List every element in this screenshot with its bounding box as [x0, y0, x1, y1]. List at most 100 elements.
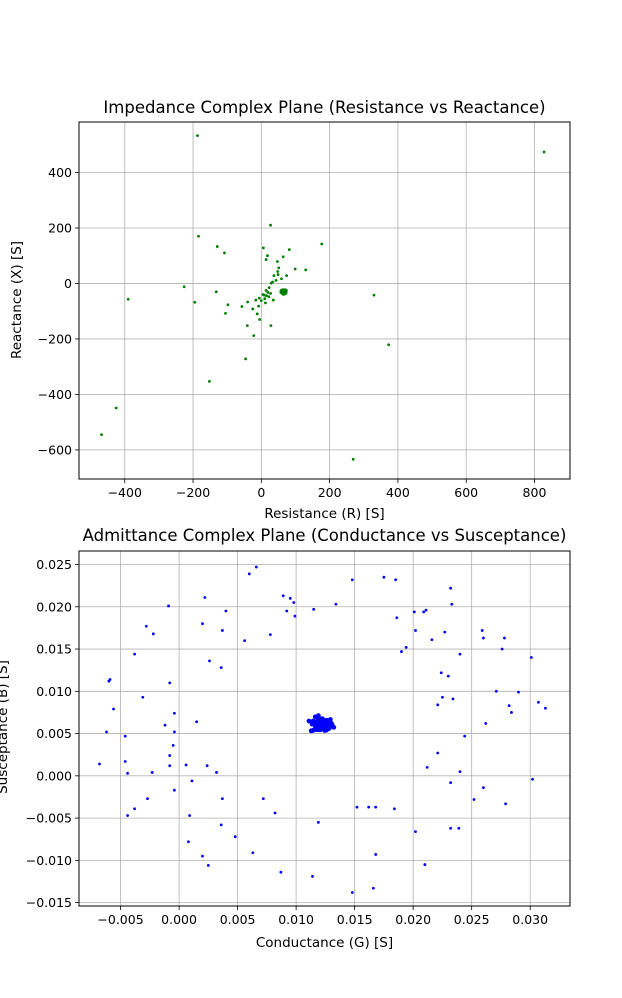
data-point [215, 771, 218, 774]
y-tick-label: 0.025 [36, 557, 72, 572]
data-point [312, 607, 316, 611]
data-point [258, 318, 262, 321]
data-point [172, 730, 176, 734]
data-point [463, 734, 467, 738]
data-point [293, 614, 297, 618]
data-point [274, 278, 278, 282]
data-point [224, 609, 228, 613]
cluster-point [321, 723, 327, 729]
data-point [233, 835, 237, 839]
data-point [458, 652, 462, 656]
y-tick-label: 400 [48, 165, 72, 180]
data-point [374, 853, 378, 856]
data-point [151, 632, 155, 636]
data-point [404, 645, 408, 649]
data-point [280, 277, 283, 281]
data-point [544, 706, 547, 710]
data-point [542, 150, 546, 154]
data-point [247, 572, 251, 576]
data-point [98, 762, 101, 766]
data-point [287, 248, 291, 251]
data-point [193, 300, 197, 304]
data-point [371, 886, 375, 890]
x-tick-label: 400 [386, 485, 410, 500]
x-tick-label: 200 [318, 485, 342, 500]
data-point [449, 826, 453, 830]
data-point [208, 659, 211, 663]
data-point [285, 609, 289, 613]
data-point [400, 650, 403, 653]
y-tick-label: 0.020 [36, 599, 72, 614]
data-point [494, 689, 498, 693]
cluster-point [306, 718, 312, 724]
data-point [387, 343, 391, 347]
y-axis-label: Reactance (X) [S] [9, 241, 25, 359]
data-point [395, 616, 399, 620]
data-point [108, 678, 112, 681]
x-axis-label-text: Resistance (R) [S] [264, 506, 384, 522]
data-point [112, 707, 115, 711]
y-axis-label: Susceptance (B) [S] [0, 660, 11, 794]
x-tick-label: 0.005 [220, 912, 256, 927]
data-point [261, 246, 265, 250]
data-point [265, 294, 268, 298]
data-point [214, 290, 218, 294]
cluster-point [311, 721, 317, 727]
data-point [168, 681, 172, 685]
y-tick-label: −0.005 [26, 811, 72, 826]
data-point [254, 565, 258, 569]
data-point [163, 723, 167, 727]
cluster-point [310, 728, 316, 733]
data-point [251, 851, 255, 855]
cluster-point [314, 724, 320, 729]
data-point [304, 268, 308, 272]
y-tick-label: −200 [38, 331, 72, 346]
data-point [500, 647, 504, 651]
data-point [382, 575, 386, 579]
data-point [182, 285, 186, 289]
data-point [208, 379, 211, 383]
data-point [263, 297, 267, 301]
x-tick-label: 800 [523, 485, 547, 500]
data-point [187, 840, 190, 844]
data-point [267, 286, 271, 290]
data-point [451, 697, 455, 701]
data-point [201, 622, 204, 626]
data-point [320, 242, 324, 246]
data-point [219, 823, 223, 827]
data-point [252, 334, 256, 337]
data-point [141, 695, 145, 699]
plot-frame [78, 550, 571, 907]
data-point [367, 805, 371, 809]
data-point [422, 610, 426, 614]
data-point [190, 779, 194, 783]
data-point [245, 324, 249, 328]
data-point [168, 754, 172, 757]
data-point [195, 720, 199, 724]
y-tick-label: 0.000 [36, 768, 72, 783]
data-point [334, 602, 338, 606]
data-point [517, 690, 520, 694]
data-point [223, 251, 226, 255]
data-point [126, 297, 130, 301]
x-tick-label: 0.020 [395, 912, 431, 927]
data-point [480, 629, 484, 632]
admittance-chart: Admittance Complex Plane (Conductance vs… [0, 526, 571, 951]
data-point [123, 734, 127, 738]
data-point [240, 305, 244, 308]
data-point [219, 666, 223, 670]
y-tick-label: 0 [64, 276, 72, 291]
data-point [458, 770, 462, 774]
x-tick-label: −200 [176, 485, 210, 500]
data-point [257, 304, 261, 308]
data-point [264, 258, 268, 261]
data-point [355, 805, 359, 809]
data-point [439, 671, 443, 675]
data-point [150, 771, 154, 774]
x-tick-label: 0.000 [161, 912, 197, 927]
data-point [443, 630, 447, 634]
data-point [259, 299, 263, 303]
data-point [311, 875, 314, 878]
x-axis-label: Resistance (R) [S] [264, 506, 384, 522]
cluster-point [319, 717, 325, 723]
